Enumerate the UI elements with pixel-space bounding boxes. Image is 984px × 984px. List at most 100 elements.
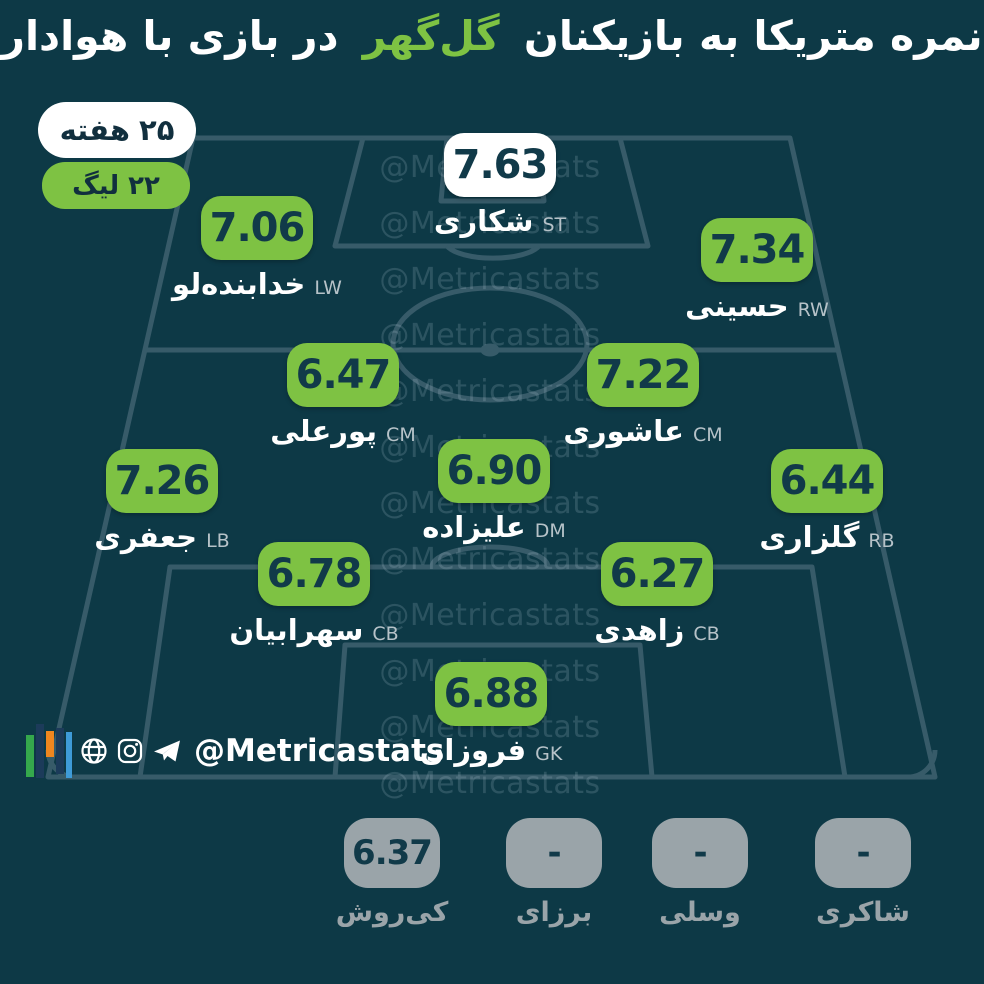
- player-name-row: سهرابیان CB: [229, 613, 398, 647]
- title-team-highlight: گل‌گهر: [362, 12, 500, 60]
- rating-box: 7.34: [701, 218, 813, 282]
- sub-player-1: 6.37 کی‌روش: [292, 818, 492, 928]
- player-position: CM: [386, 424, 416, 446]
- top-penalty-box: [332, 137, 651, 249]
- player-name: سهرابیان: [229, 613, 364, 647]
- player-lb: 7.26 جعفری LB: [32, 449, 292, 554]
- player-name: شکاری: [433, 204, 534, 238]
- player-position: DM: [534, 520, 566, 542]
- player-position: LW: [314, 277, 342, 299]
- player-name: علیزاده: [422, 510, 526, 544]
- telegram-icon[interactable]: [152, 737, 182, 765]
- watermark-text: @Metricastats: [379, 374, 601, 409]
- credit-bar: @Metricastats: [26, 720, 444, 782]
- player-name: عاشوری: [563, 414, 684, 448]
- metrica-logo-icon: [26, 722, 72, 780]
- player-name-row: علیزاده DM: [422, 510, 566, 544]
- rating-box: -: [815, 818, 911, 888]
- player-name-row: پورعلی CM: [270, 414, 415, 448]
- watermark-text: @Metricastats: [379, 542, 601, 577]
- center-circle: [390, 285, 590, 403]
- week-label: هفته: [59, 113, 130, 147]
- player-dm: 6.90 علیزاده DM: [364, 439, 624, 544]
- rating-box: 7.26: [106, 449, 218, 513]
- title-part1: نمره متریکا به بازیکنان: [523, 12, 983, 60]
- player-position: CB: [693, 623, 720, 645]
- center-spot: [480, 343, 500, 357]
- player-gk: 6.88 فروزان GK: [361, 662, 621, 767]
- player-name-row: فروزان GK: [420, 733, 563, 767]
- week-badge: هفته ۲۵: [38, 102, 196, 158]
- player-cm-right: 7.22 عاشوری CM: [513, 343, 773, 448]
- rating-box: 6.88: [435, 662, 547, 726]
- sub-player-name: شاکری: [816, 897, 910, 928]
- player-name: فروزان: [419, 733, 527, 767]
- player-st: 7.63 شکاری ST: [370, 133, 630, 238]
- sub-player-name: کی‌روش: [335, 897, 449, 928]
- social-handle[interactable]: @Metricastats: [194, 733, 445, 769]
- rating-box: 6.90: [438, 439, 550, 503]
- player-name-row: شکاری ST: [434, 204, 566, 238]
- watermark-text: @Metricastats: [379, 206, 601, 241]
- sub-player-4: - شاکری: [763, 818, 963, 928]
- rating-box: 6.37: [344, 818, 440, 888]
- player-name: گلزاری: [759, 520, 860, 554]
- player-name-row: خدابنده‌لو LW: [172, 267, 342, 301]
- corner-arc-right: [907, 749, 938, 780]
- title-part2: در بازی با هوادار: [1, 12, 339, 60]
- watermark-text: @Metricastats: [379, 262, 601, 297]
- bottom-penalty-arc: [429, 544, 551, 568]
- player-position: RB: [868, 530, 895, 552]
- player-cb-left: 6.78 سهرابیان CB: [184, 542, 444, 647]
- player-name-row: عاشوری CM: [563, 414, 722, 448]
- website-icon[interactable]: [80, 737, 108, 765]
- player-name: حسینی: [685, 289, 789, 323]
- watermark-text: @Metricastats: [379, 598, 601, 633]
- player-position: LB: [206, 530, 230, 552]
- player-position: RW: [797, 299, 829, 321]
- player-name: خدابنده‌لو: [172, 267, 306, 301]
- player-position: CM: [693, 424, 723, 446]
- league-label: لیگ: [72, 170, 120, 201]
- player-cm-left: 6.47 پورعلی CM: [213, 343, 473, 448]
- league-value: ۲۲: [128, 170, 160, 201]
- rating-box: -: [506, 818, 602, 888]
- rating-box: 6.78: [258, 542, 370, 606]
- sub-player-3: - وسلی: [600, 818, 800, 928]
- player-cb-right: 6.27 زاهدی CB: [527, 542, 787, 647]
- rating-box: 6.47: [287, 343, 399, 407]
- bottom-goal-box: [332, 642, 655, 778]
- player-name-row: جعفری LB: [94, 520, 229, 554]
- player-rb: 6.44 گلزاری RB: [697, 449, 957, 554]
- player-position: GK: [535, 743, 563, 765]
- rating-box: 6.44: [771, 449, 883, 513]
- player-position: CB: [372, 623, 399, 645]
- player-position: ST: [542, 214, 567, 236]
- week-value: ۲۵: [139, 113, 175, 147]
- sub-player-2: - برزای: [454, 818, 654, 928]
- player-name-row: گلزاری RB: [759, 520, 894, 554]
- player-rw: 7.34 حسینی RW: [627, 218, 887, 323]
- rating-box: 6.27: [601, 542, 713, 606]
- player-name: زاهدی: [594, 613, 685, 647]
- sub-player-name: برزای: [515, 897, 593, 928]
- player-name-row: زاهدی CB: [594, 613, 719, 647]
- rating-box: 7.63: [444, 133, 556, 197]
- pitch-outline: [45, 135, 938, 780]
- player-name-row: حسینی RW: [685, 289, 829, 323]
- player-lw: 7.06 خدابنده‌لو LW: [127, 196, 387, 301]
- watermark-text: @Metricastats: [379, 766, 601, 801]
- page-title: نمره متریکا به بازیکنان گل‌گهر در بازی ب…: [0, 12, 984, 60]
- rating-box: 7.22: [587, 343, 699, 407]
- league-badge: لیگ ۲۲: [42, 162, 190, 209]
- instagram-icon[interactable]: [116, 737, 144, 765]
- rating-box: 7.06: [201, 196, 313, 260]
- bottom-penalty-box: [137, 564, 848, 778]
- rating-box: -: [652, 818, 748, 888]
- player-name: جعفری: [94, 520, 198, 554]
- player-name: پورعلی: [270, 414, 378, 448]
- watermark-text: @Metricastats: [379, 318, 601, 353]
- sub-player-name: وسلی: [659, 897, 741, 928]
- top-penalty-arc: [445, 244, 541, 261]
